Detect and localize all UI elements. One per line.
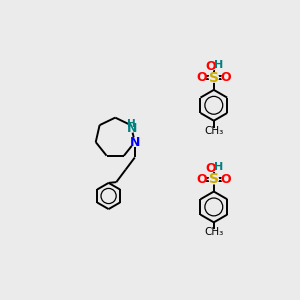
Circle shape xyxy=(128,124,136,132)
Circle shape xyxy=(209,73,218,82)
Text: N: N xyxy=(130,136,140,148)
Text: CH₃: CH₃ xyxy=(204,126,224,136)
Circle shape xyxy=(222,175,230,184)
Text: N: N xyxy=(127,122,137,135)
Text: S: S xyxy=(209,70,219,85)
Circle shape xyxy=(215,164,221,170)
Circle shape xyxy=(197,73,206,82)
Circle shape xyxy=(129,121,135,127)
Circle shape xyxy=(222,73,230,82)
Text: H: H xyxy=(214,162,223,172)
Text: CH₃: CH₃ xyxy=(204,227,224,237)
Text: H: H xyxy=(127,118,136,129)
Text: S: S xyxy=(209,172,219,186)
Text: O: O xyxy=(206,60,216,73)
Circle shape xyxy=(209,175,218,184)
Circle shape xyxy=(207,63,214,70)
Circle shape xyxy=(207,165,214,172)
Text: O: O xyxy=(196,71,207,84)
Text: O: O xyxy=(221,173,231,186)
Circle shape xyxy=(130,138,139,146)
Text: O: O xyxy=(206,162,216,175)
Circle shape xyxy=(215,62,221,68)
Text: H: H xyxy=(214,60,223,70)
Circle shape xyxy=(197,175,206,184)
Text: O: O xyxy=(221,71,231,84)
Text: O: O xyxy=(196,173,207,186)
